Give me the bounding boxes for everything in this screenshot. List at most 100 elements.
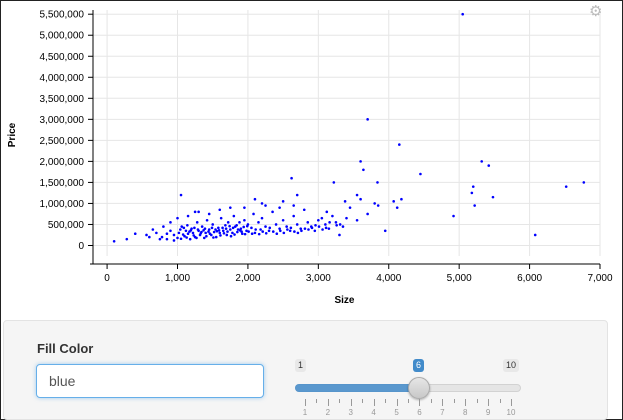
data-point	[233, 233, 236, 236]
data-point	[214, 235, 218, 239]
data-point	[288, 229, 292, 233]
data-point	[203, 227, 207, 230]
data-point	[471, 185, 475, 188]
x-tick-label: 4,000	[376, 273, 401, 284]
data-point	[278, 206, 281, 209]
data-point	[376, 181, 379, 184]
data-point	[253, 231, 257, 235]
data-point	[229, 206, 232, 209]
slider-min-label: 1	[295, 359, 307, 372]
data-point	[193, 226, 196, 230]
data-point	[295, 193, 299, 197]
data-point	[236, 230, 239, 234]
slider-tick-label: 5	[394, 408, 399, 417]
data-point	[243, 232, 247, 236]
data-point	[211, 223, 215, 226]
data-point	[151, 228, 155, 231]
gear-icon[interactable]: ⚙	[589, 2, 603, 20]
fill-color-label: Fill Color	[37, 341, 94, 356]
data-point	[160, 235, 164, 239]
data-point	[362, 168, 365, 172]
data-point	[192, 234, 195, 237]
data-point	[231, 231, 234, 235]
data-point	[345, 216, 348, 220]
data-point	[264, 204, 267, 207]
slider-handle[interactable]	[408, 377, 430, 399]
data-point	[335, 224, 338, 227]
data-point	[317, 218, 320, 222]
data-point	[303, 227, 307, 230]
slider-ticks: 1 2 3 4 5 6 7 8 9 10	[287, 399, 527, 420]
data-point	[145, 233, 148, 237]
slider-fill-bar	[295, 384, 419, 392]
slider-minor-tick	[499, 399, 501, 403]
data-point	[292, 204, 295, 207]
y-tick-label: 3,000,000	[40, 115, 85, 126]
data-point	[179, 237, 183, 241]
point-size-slider[interactable]: 1 10 6 1 2 3 4 5 6 7 8 9 10	[287, 354, 527, 420]
data-point	[207, 212, 211, 216]
slider-tick	[305, 399, 306, 406]
fill-color-input[interactable]: blue	[36, 364, 264, 398]
data-point	[359, 160, 362, 163]
data-point	[224, 227, 228, 230]
y-tick-label: 4,500,000	[40, 52, 85, 63]
data-point	[293, 230, 296, 233]
data-point	[324, 223, 327, 226]
x-tick-label: 5,000	[447, 273, 472, 284]
data-point	[235, 224, 238, 227]
data-point	[341, 225, 345, 228]
data-point	[177, 231, 181, 235]
y-tick-label: 4,000,000	[40, 73, 85, 84]
data-point	[205, 234, 208, 238]
data-point	[267, 229, 271, 233]
data-point	[242, 225, 245, 229]
data-point	[240, 232, 244, 236]
data-point	[279, 229, 282, 233]
x-tick-label: 0	[104, 273, 110, 284]
data-point	[205, 218, 209, 222]
data-point	[125, 237, 129, 241]
slider-minor-tick	[430, 399, 432, 403]
data-point	[282, 231, 286, 235]
data-point	[155, 231, 158, 235]
y-axis-title: Price	[7, 122, 18, 147]
data-point	[252, 212, 255, 216]
data-point	[338, 223, 342, 226]
x-tick-label: 7,000	[587, 273, 612, 284]
data-point	[210, 226, 214, 230]
data-point	[226, 221, 230, 224]
slider-tick	[442, 399, 444, 406]
data-point	[302, 208, 306, 212]
data-point	[582, 181, 586, 184]
data-point	[271, 210, 274, 214]
data-point	[325, 210, 329, 214]
data-point	[193, 210, 197, 214]
data-point	[195, 221, 199, 224]
data-point	[204, 231, 207, 235]
data-point	[218, 208, 222, 212]
data-point	[286, 228, 289, 231]
data-point	[473, 204, 476, 207]
data-point	[491, 195, 495, 199]
slider-minor-tick	[408, 399, 409, 403]
x-tick-label: 6,000	[517, 273, 542, 284]
y-tick-label: 0	[78, 241, 84, 252]
data-point	[225, 233, 229, 237]
y-tick-label: 5,500,000	[40, 10, 85, 21]
data-point	[321, 228, 324, 231]
scatter-chart: 0 1,000 2,000 3,000 4,000 5,000 6,000 7,000 0 500…	[7, 10, 613, 306]
slider-tick-label: 6	[417, 408, 422, 417]
slider-tick	[327, 399, 329, 406]
data-point	[207, 230, 210, 233]
controls-panel: Fill Color blue 1 10 6 1 2 3 4 5 6 7 8 9 10	[3, 320, 608, 420]
data-point	[355, 218, 359, 222]
slider-tick-label: 2	[325, 408, 331, 417]
data-point	[254, 228, 257, 231]
data-point	[461, 12, 464, 16]
data-point	[222, 231, 226, 235]
data-point	[480, 160, 484, 163]
slider-tick-label: 10	[506, 408, 516, 417]
data-point	[328, 221, 331, 224]
data-point	[259, 228, 262, 231]
